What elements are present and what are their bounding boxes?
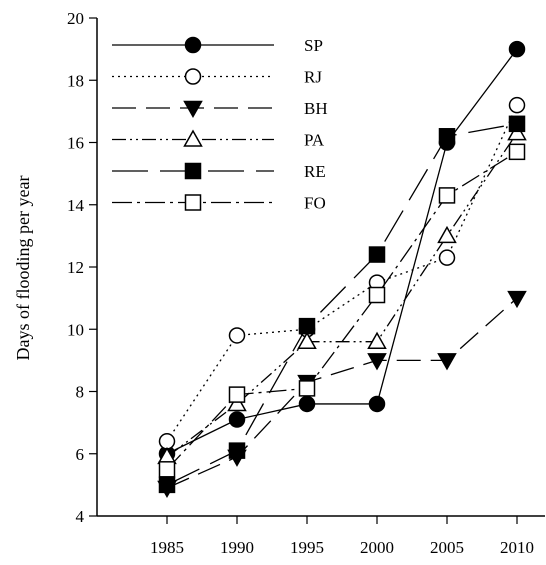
- data-point: [297, 331, 317, 349]
- series-bh: [157, 290, 527, 499]
- data-point: [368, 395, 386, 413]
- data-point: [508, 115, 526, 133]
- y-tick-label: 18: [67, 71, 84, 90]
- legend-item: FO: [112, 194, 326, 213]
- series-pa: [157, 123, 527, 465]
- legend: SP RJ BH PA RE FO: [112, 36, 328, 213]
- data-point: [228, 442, 246, 459]
- series-re: [158, 115, 526, 494]
- legend-label: SP: [304, 36, 323, 55]
- data-point: [437, 353, 457, 371]
- x-tick-label: 1985: [150, 538, 184, 557]
- y-tick-label: 10: [67, 320, 84, 339]
- legend-marker: [184, 36, 202, 54]
- legend-marker: [183, 100, 203, 119]
- y-tick-label: 12: [67, 258, 84, 277]
- y-tick-label: 14: [67, 196, 85, 215]
- series-sp: [158, 40, 526, 462]
- data-point: [508, 96, 526, 114]
- series-line: [166, 104, 518, 442]
- data-point: [158, 433, 176, 450]
- data-point: [298, 395, 316, 413]
- y-tick-label: 4: [76, 507, 85, 526]
- series-line: [166, 123, 518, 486]
- series-line: [166, 151, 518, 470]
- series-layer: [157, 40, 527, 499]
- data-point: [508, 143, 526, 161]
- data-point: [228, 411, 246, 428]
- series-line: [166, 48, 518, 455]
- data-point: [298, 380, 316, 397]
- data-point: [368, 286, 386, 304]
- data-point: [158, 461, 176, 478]
- data-point: [367, 353, 387, 371]
- data-point: [228, 327, 246, 344]
- legend-item: BH: [112, 99, 328, 119]
- x-tick-label: 2000: [360, 538, 394, 557]
- x-tick-label: 1995: [290, 538, 324, 557]
- legend-marker: [184, 68, 202, 85]
- y-axis-label: Days of flooding per year: [13, 176, 33, 361]
- series-line: [166, 297, 518, 489]
- x-tick-label: 1990: [220, 538, 254, 557]
- series-rj: [158, 96, 526, 450]
- x-tick-label: 2005: [430, 538, 464, 557]
- data-point: [368, 246, 386, 263]
- legend-item: RJ: [112, 68, 322, 87]
- data-point: [508, 40, 526, 58]
- data-point: [507, 290, 527, 309]
- data-point: [507, 123, 527, 141]
- legend-item: SP: [112, 36, 323, 55]
- legend-item: RE: [112, 162, 326, 181]
- legend-label: RJ: [304, 68, 322, 87]
- data-point: [228, 386, 246, 403]
- data-point: [438, 187, 456, 204]
- x-axis: 1985 1990 1995 2000 2005 2010: [150, 516, 534, 557]
- series-fo: [158, 143, 526, 478]
- data-point: [437, 225, 457, 244]
- y-tick-label: 16: [67, 134, 84, 153]
- y-tick-label: 6: [76, 445, 85, 464]
- legend-label: BH: [304, 99, 328, 118]
- data-point: [158, 476, 176, 494]
- y-tick-label: 20: [67, 9, 84, 28]
- data-point: [438, 128, 456, 145]
- legend-marker: [184, 162, 202, 180]
- legend-marker: [184, 194, 202, 211]
- legend-item: PA: [112, 129, 325, 150]
- y-tick-label: 8: [76, 383, 85, 402]
- data-point: [438, 249, 456, 266]
- data-point: [367, 331, 387, 349]
- series-line: [166, 132, 518, 458]
- data-point: [298, 317, 316, 335]
- legend-label: PA: [304, 131, 325, 150]
- legend-label: RE: [304, 162, 326, 181]
- x-tick-label: 2010: [500, 538, 534, 557]
- y-axis: 4 6 8 10 12 14 16 18 20: [67, 9, 97, 526]
- legend-marker: [183, 129, 203, 147]
- legend-label: FO: [304, 194, 326, 213]
- data-point: [227, 393, 247, 412]
